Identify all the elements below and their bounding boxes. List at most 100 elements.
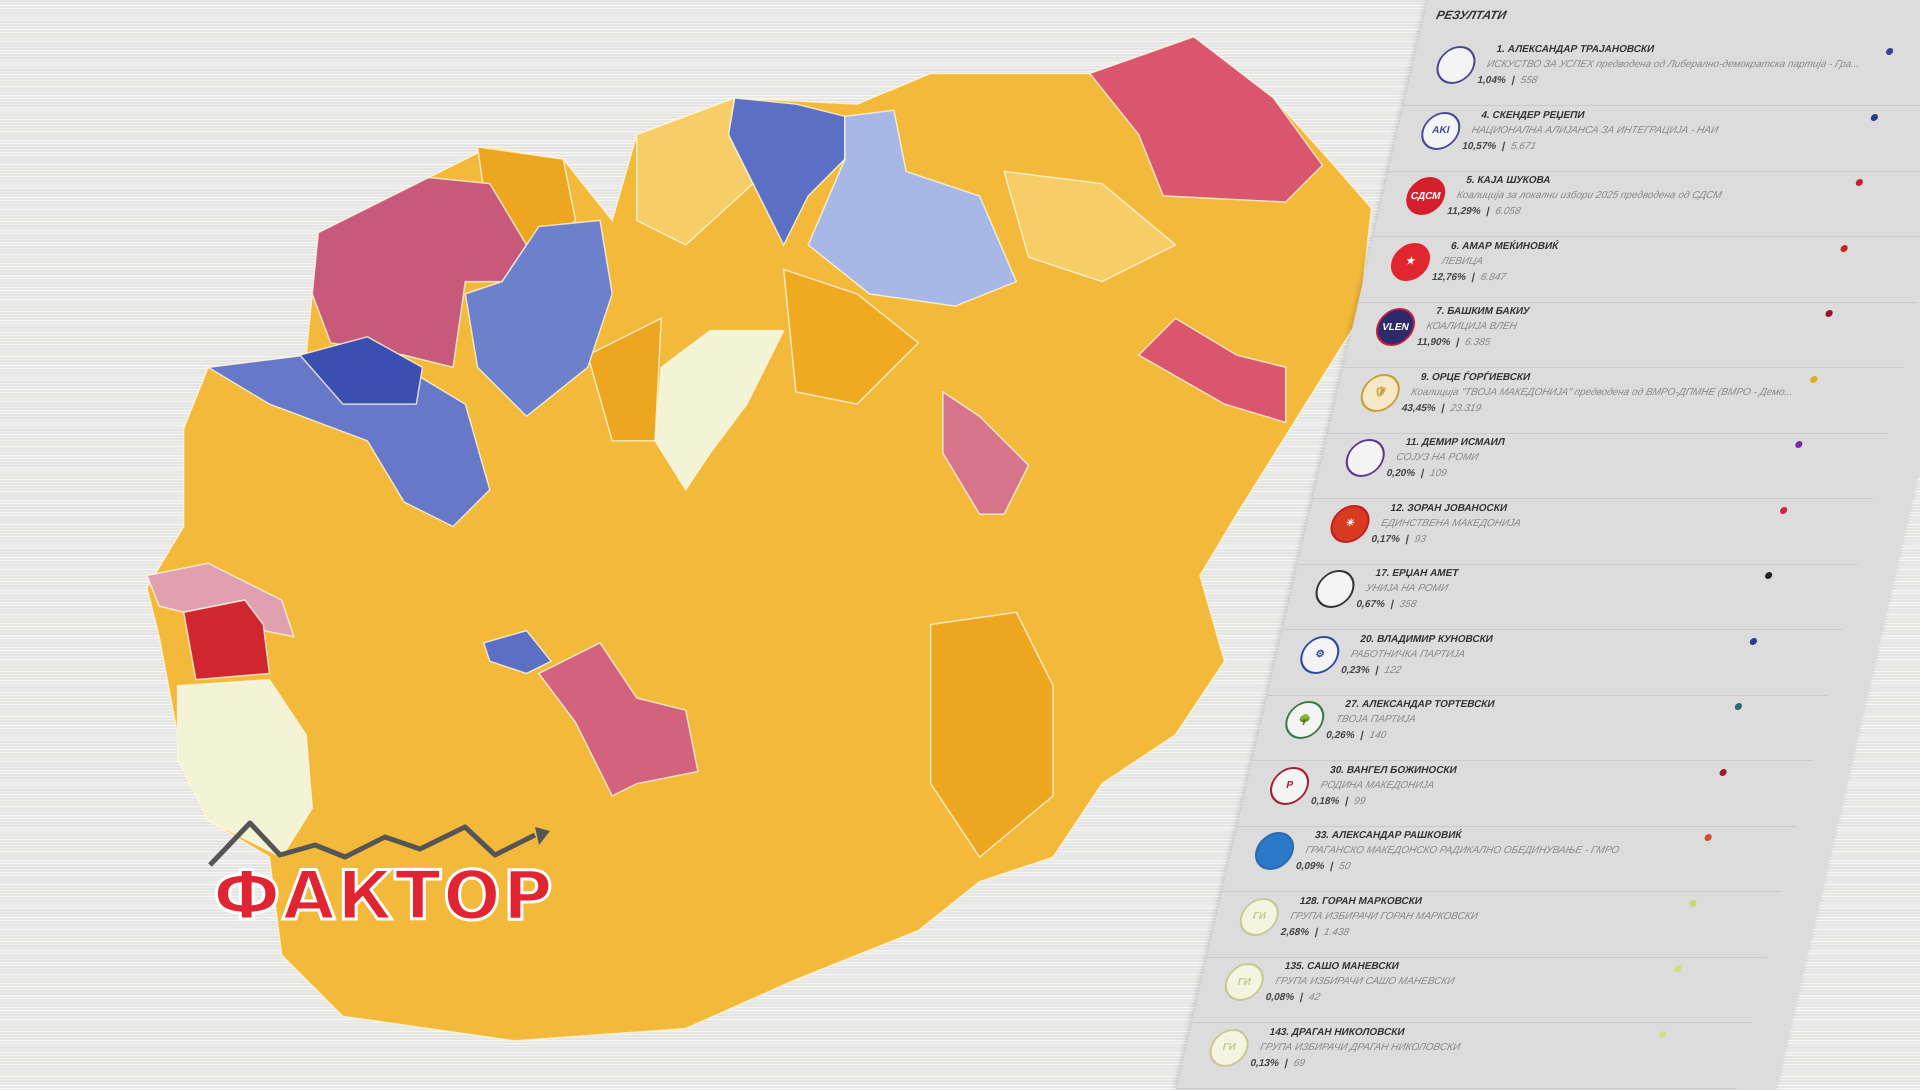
map-region[interactable] <box>1003 170 1177 283</box>
party-color-dot <box>1809 375 1819 383</box>
party-logo-icon: ⚙ <box>1296 635 1344 674</box>
party-logo-icon: ☀ <box>1326 504 1374 543</box>
candidate-name: 33. АЛЕКСАНДАР РАШКОВИЌ <box>1313 830 1463 841</box>
separator: | <box>1440 402 1446 414</box>
result-stats: 11,29% | 6.058 <box>1446 206 1522 217</box>
result-row[interactable]: P 30. ВАНГЕЛ БОЖИНОСКИ РОДИНА МАКЕДОНИЈА… <box>1237 760 1813 827</box>
candidate-name: 1. АЛЕКСАНДАР ТРАЈАНОВСКИ <box>1495 44 1656 55</box>
map-region[interactable] <box>482 629 553 675</box>
result-stats: 0,67% | 358 <box>1355 599 1417 610</box>
result-stats: 0,20% | 109 <box>1385 468 1447 479</box>
party-logo-icon: СДСМ <box>1402 177 1450 215</box>
vote-percent: 0,09% <box>1294 861 1326 872</box>
separator: | <box>1329 861 1335 872</box>
result-row[interactable]: ГИ 143. ДРАГАН НИКОЛОВСКИ ГРУПА ИЗБИРАЧИ… <box>1176 1022 1752 1089</box>
vote-count: 6.385 <box>1463 337 1492 348</box>
result-row[interactable]: 1. АЛЕКСАНДАР ТРАЈАНОВСКИ ИСКУСТВО ЗА УС… <box>1403 40 1920 106</box>
party-color-dot <box>1734 703 1743 710</box>
map-region[interactable] <box>1088 35 1324 203</box>
party-name: ГРАЃАНСКО МАКЕДОНСКО РАДИКАЛНО ОБЕДИНУВА… <box>1304 845 1621 856</box>
result-row[interactable]: СДСМ 5. КАЈА ШУКОВА Коалиција за локални… <box>1373 171 1920 237</box>
candidate-name: 30. ВАНГЕЛ БОЖИНОСКИ <box>1328 764 1459 776</box>
party-name: ЛЕВИЦА <box>1440 255 1485 267</box>
party-name: РОДИНА МАКЕДОНИЈА <box>1319 779 1436 791</box>
separator: | <box>1500 140 1507 152</box>
vote-count: 358 <box>1398 599 1418 610</box>
vote-percent: 11,29% <box>1445 206 1482 217</box>
party-logo-icon: P <box>1266 766 1314 805</box>
map-region[interactable] <box>311 176 528 369</box>
map-region[interactable] <box>298 335 424 405</box>
vote-count: 42 <box>1307 992 1322 1003</box>
party-color-dot <box>1673 965 1683 972</box>
party-color-dot <box>1839 244 1849 252</box>
party-logo-icon: 🛡 <box>1356 373 1404 412</box>
party-logo-icon: AKI <box>1417 111 1465 150</box>
vote-count: 69 <box>1292 1057 1307 1069</box>
separator: | <box>1283 1057 1290 1069</box>
result-stats: 2,68% | 1.438 <box>1280 927 1351 938</box>
party-name: ЕДИНСТВЕНА МАКЕДОНИЈА <box>1379 517 1523 529</box>
result-row[interactable]: 33. АЛЕКСАНДАР РАШКОВИЌ ГРАЃАНСКО МАКЕДО… <box>1222 826 1798 892</box>
result-stats: 10,57% | 5.671 <box>1461 141 1537 152</box>
result-row[interactable]: 17. ЕРЏАН АМЕТ УНИЈА НА РОМИ 0,67% | 358 <box>1282 564 1858 630</box>
party-logo-icon: ★ <box>1387 242 1435 281</box>
party-logo-icon: VLEN <box>1372 308 1419 346</box>
result-row[interactable]: ☀ 12. ЗОРАН ЈОВАНОСКИ ЕДИНСТВЕНА МАКЕДОН… <box>1297 498 1873 565</box>
map-region[interactable] <box>1137 317 1287 424</box>
vote-percent: 1,04% <box>1476 75 1508 86</box>
map-region[interactable] <box>929 611 1054 859</box>
vote-percent: 10,57% <box>1461 140 1498 152</box>
separator: | <box>1359 730 1365 741</box>
map-region[interactable] <box>807 109 1018 307</box>
party-color-dot <box>1870 113 1879 121</box>
party-logo-icon: ГИ <box>1205 1028 1253 1067</box>
result-stats: 0,26% | 140 <box>1325 730 1387 741</box>
result-row[interactable]: 🛡 9. ОРЦЕ ЃОРЃИЕВСКИ Коалиција "ТВОЈА МА… <box>1327 367 1904 434</box>
vote-count: 6.847 <box>1479 271 1508 283</box>
party-color-dot <box>1779 506 1789 514</box>
party-color-dot <box>1824 310 1834 317</box>
vote-percent: 0,67% <box>1355 599 1387 610</box>
result-row[interactable]: ГИ 135. САШО МАНЕВСКИ ГРУПА ИЗБИРАЧИ САШ… <box>1191 957 1768 1023</box>
party-name: ГРУПА ИЗБИРАЧИ САШО МАНЕВСКИ <box>1274 976 1456 987</box>
result-row[interactable]: ★ 6. АМАР МЕЌИНОВИЌ ЛЕВИЦА 12,76% | 6.847 <box>1358 236 1920 303</box>
map-region[interactable] <box>176 678 313 859</box>
result-row[interactable]: ⚙ 20. ВЛАДИМИР КУНОВСКИ РАБОТНИЧКА ПАРТИ… <box>1267 629 1843 696</box>
separator: | <box>1510 75 1516 86</box>
result-row[interactable]: ГИ 128. ГОРАН МАРКОВСКИ ГРУПА ИЗБИРАЧИ Г… <box>1206 891 1783 958</box>
party-logo-icon <box>1251 832 1298 870</box>
result-stats: 0,13% | 69 <box>1249 1058 1306 1069</box>
map-region[interactable] <box>537 641 699 797</box>
vote-count: 23.319 <box>1449 402 1483 414</box>
party-logo-icon <box>1341 439 1389 477</box>
map-region[interactable] <box>782 268 920 405</box>
party-name: РАБОТНИЧКА ПАРТИЈА <box>1349 648 1467 660</box>
party-name: ГРУПА ИЗБИРАЧИ ГОРАН МАРКОВСКИ <box>1289 910 1480 922</box>
party-name: УНИЈА НА РОМИ <box>1364 583 1450 594</box>
vote-count: 50 <box>1337 861 1352 872</box>
result-row[interactable]: VLEN 7. БАШКИМ БАКИУ КОАЛИЦИЈА ВЛЕН 11,9… <box>1343 302 1919 368</box>
party-color-dot <box>1855 179 1864 186</box>
map-region[interactable] <box>182 599 271 681</box>
result-stats: 43,45% | 23.319 <box>1401 403 1483 414</box>
candidate-name: 12. ЗОРАН ЈОВАНОСКИ <box>1389 502 1509 514</box>
result-stats: 12,76% | 6.847 <box>1431 272 1507 283</box>
separator: | <box>1470 271 1477 283</box>
vote-percent: 43,45% <box>1400 402 1437 414</box>
map-region[interactable] <box>654 329 785 492</box>
map-region[interactable] <box>942 390 1030 516</box>
result-row[interactable]: 🌳 27. АЛЕКСАНДАР ТОРТЕВСКИ ТВОЈА ПАРТИЈА… <box>1252 695 1828 761</box>
candidate-name: 17. ЕРЏАН АМЕТ <box>1374 568 1460 579</box>
vote-count: 6.058 <box>1494 206 1522 217</box>
vote-percent: 2,68% <box>1279 926 1311 938</box>
map-region[interactable] <box>464 219 613 418</box>
result-row[interactable]: 11. ДЕМИР ИСМАИЛ СОЈУЗ НА РОМИ 0,20% | 109 <box>1312 433 1889 499</box>
vote-percent: 11,90% <box>1415 337 1452 348</box>
candidate-name: 6. АМАР МЕЌИНОВИЌ <box>1449 240 1560 252</box>
map-region[interactable] <box>727 97 846 247</box>
party-logo-icon <box>1432 46 1480 84</box>
candidate-name: 9. ОРЦЕ ЃОРЃИЕВСКИ <box>1419 371 1532 383</box>
result-row[interactable]: AKI 4. СКЕНДЕР РЕЏЕПИ НАЦИОНАЛНА АЛИЈАНС… <box>1388 105 1920 172</box>
